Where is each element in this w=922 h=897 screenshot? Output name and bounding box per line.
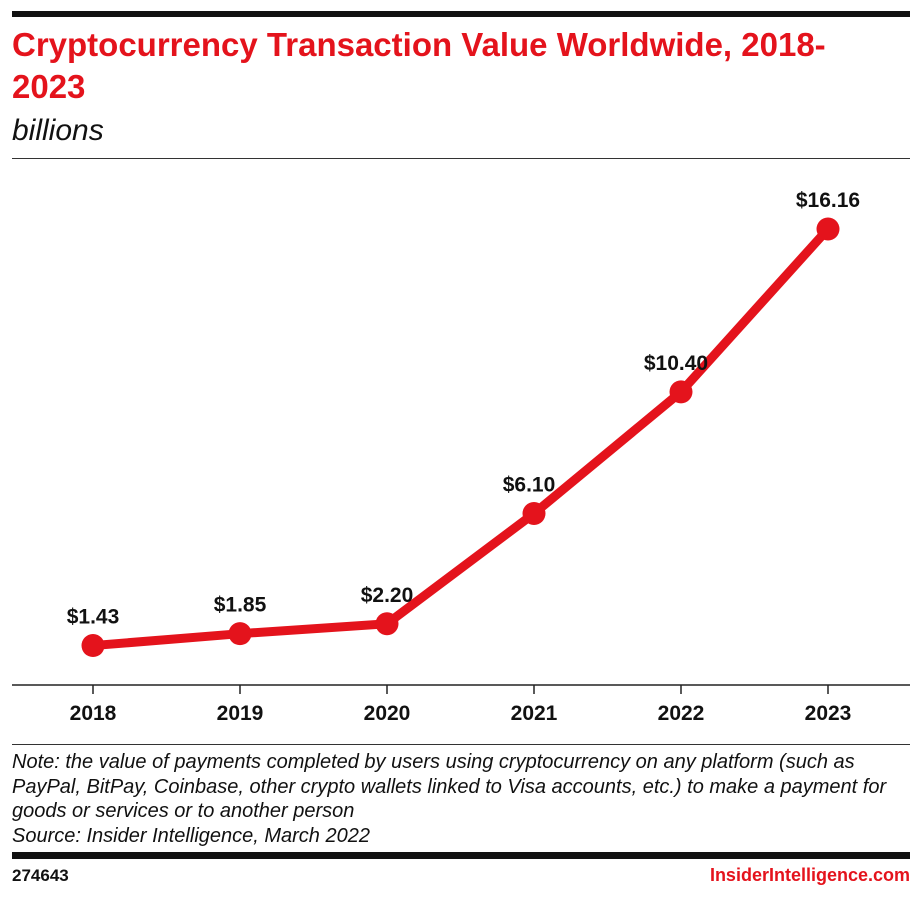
data-point [669, 380, 693, 404]
data-point [522, 501, 546, 525]
divider [12, 158, 910, 159]
brand-link[interactable]: InsiderIntelligence.com [709, 865, 910, 885]
x-tick-label: 2018 [70, 702, 117, 725]
data-point [81, 634, 105, 658]
x-tick-label: 2023 [805, 702, 852, 725]
data-point [816, 217, 840, 241]
x-tick-label: 2019 [217, 702, 264, 725]
data-label: $1.43 [67, 606, 120, 629]
x-tick-label: 2020 [364, 702, 411, 725]
data-point [228, 622, 252, 646]
bottom-rule [12, 852, 910, 859]
divider [12, 744, 910, 745]
x-tick-label: 2022 [658, 702, 705, 725]
data-label: $1.85 [214, 594, 267, 617]
chart-subtitle: billions [12, 114, 104, 147]
data-label: $16.16 [796, 189, 860, 212]
series-line [92, 225, 832, 651]
chart-id: 274643 [12, 866, 69, 885]
data-label: $6.10 [503, 473, 556, 496]
note-text: Note: the value of payments completed by… [12, 751, 887, 822]
chart-title: Cryptocurrency Transaction Value Worldwi… [12, 26, 826, 105]
data-label: $2.20 [361, 584, 414, 607]
source-text: Source: Insider Intelligence, March 2022 [12, 824, 370, 847]
x-tick-label: 2021 [511, 702, 558, 725]
top-rule [12, 11, 910, 17]
data-label: $10.40 [644, 352, 708, 375]
chart-note: Note: the value of payments completed by… [12, 750, 917, 848]
data-point [375, 612, 399, 636]
